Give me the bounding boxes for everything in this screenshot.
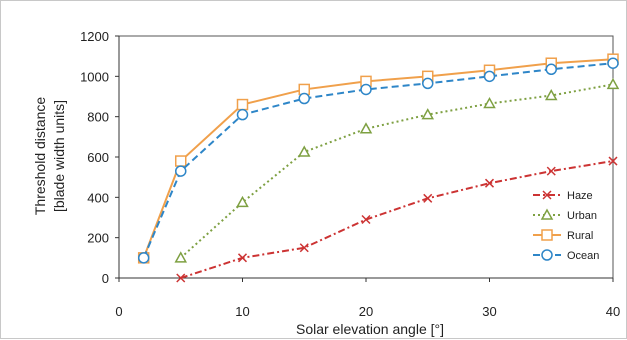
data-point-haze-stroke <box>608 156 618 166</box>
data-point-ocean <box>483 70 496 83</box>
data-point-urban <box>174 251 188 263</box>
y-axis-title: Threshold distance <box>32 97 48 216</box>
x-axis-title: Solar elevation angle [°] <box>296 321 444 337</box>
data-point-haze <box>546 166 556 176</box>
data-point-ocean <box>422 77 434 90</box>
data-point-urban <box>359 122 373 134</box>
data-point-haze-stroke <box>299 243 309 253</box>
data-point-urban <box>297 145 311 157</box>
data-point-haze-stroke <box>546 166 556 176</box>
data-point-ocean <box>298 92 310 105</box>
legend-label-ocean: Ocean <box>567 250 599 262</box>
x-tick-label: 30 <box>482 304 496 319</box>
x-tick-label: 10 <box>235 304 249 319</box>
series-ocean <box>137 57 619 264</box>
data-point-rural <box>236 98 249 111</box>
y-tick-label: 1200 <box>80 29 109 44</box>
data-point-rural <box>175 155 187 167</box>
data-point-haze-stroke <box>484 178 495 188</box>
legend: Haze Urban Rural Ocean <box>533 190 599 262</box>
data-point-haze <box>237 253 248 263</box>
data-point-haze-stroke <box>361 214 371 225</box>
data-point-urban <box>606 77 620 90</box>
legend-marker-ocean <box>541 249 553 261</box>
legend-label-urban: Urban <box>567 210 597 222</box>
data-point-haze-stroke <box>176 273 186 283</box>
data-point-haze-stroke <box>423 193 433 203</box>
axes: 0 200 400 600 800 1000 1200 0 10 20 30 40 <box>80 29 620 319</box>
data-point-ocean <box>545 63 557 76</box>
data-point-haze <box>299 243 309 253</box>
legend-marker-urban <box>540 208 554 220</box>
series-haze <box>176 156 618 283</box>
legend-label-rural: Rural <box>567 230 593 242</box>
x-tick-label: 20 <box>359 304 373 319</box>
data-point-haze <box>361 214 371 225</box>
series-layer <box>137 53 620 283</box>
legend-marker-rural <box>541 229 553 241</box>
data-point-ocean <box>175 165 187 177</box>
data-point-ocean <box>360 83 372 96</box>
data-point-urban <box>236 195 249 208</box>
data-point-haze <box>608 156 618 166</box>
data-point-urban <box>544 88 558 101</box>
y-tick-label: 1000 <box>80 69 109 84</box>
data-point-haze <box>176 273 186 283</box>
data-point-ocean <box>607 57 619 69</box>
series-line-haze <box>180 160 614 279</box>
series-line-urban <box>180 83 614 259</box>
y-tick-label: 800 <box>87 110 109 125</box>
series-urban <box>174 77 620 263</box>
x-tick-label: 0 <box>115 304 122 319</box>
series-line-ocean <box>142 62 614 259</box>
y-tick-label: 200 <box>87 231 109 246</box>
y-axis-title-line-2: [blade width units] <box>51 100 67 212</box>
data-point-ocean <box>236 108 249 121</box>
y-tick-label: 0 <box>102 271 109 286</box>
data-point-haze <box>484 178 495 188</box>
data-point-haze-stroke <box>237 253 248 263</box>
legend-marker-haze <box>542 190 552 200</box>
x-tick-label: 40 <box>606 304 620 319</box>
data-point-haze <box>423 193 433 203</box>
data-point-urban <box>483 97 496 109</box>
series-line-rural <box>142 58 614 259</box>
plot-area-border <box>118 35 614 279</box>
y-tick-label: 400 <box>87 190 109 205</box>
legend-marker-haze-stroke <box>542 190 552 200</box>
y-tick-label: 600 <box>87 150 109 165</box>
data-point-urban <box>421 108 435 120</box>
data-point-ocean <box>137 252 150 264</box>
legend-label-haze: Haze <box>567 190 593 202</box>
